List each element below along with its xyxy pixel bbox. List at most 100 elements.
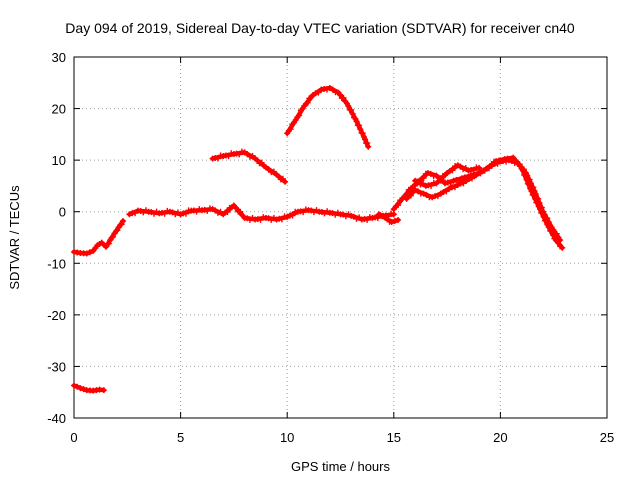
data-point (390, 211, 397, 218)
data-point (559, 244, 566, 251)
data-point (545, 219, 552, 226)
data-point (110, 233, 117, 240)
data-point (83, 250, 90, 257)
y-tick-label: 30 (52, 50, 66, 65)
data-point (459, 175, 466, 182)
data-point (388, 219, 395, 226)
data-point (530, 184, 537, 191)
data-point (450, 177, 457, 184)
data-point (449, 167, 456, 174)
x-tick-label: 10 (280, 430, 294, 445)
data-point (74, 383, 81, 390)
series-arc-peak (284, 84, 372, 150)
data-point (531, 188, 538, 195)
series-arc-dip (375, 211, 402, 226)
x-tick-label: 0 (70, 430, 77, 445)
data-point (544, 215, 551, 222)
data-point (428, 182, 435, 189)
data-point (532, 191, 539, 198)
data-point (477, 170, 484, 177)
data-point (359, 130, 366, 137)
data-point (114, 227, 121, 234)
data-point (100, 387, 107, 394)
data-point (304, 99, 311, 106)
data-point (470, 167, 477, 174)
data-point (395, 202, 402, 209)
data-point (535, 195, 542, 202)
data-point (468, 175, 475, 182)
y-axis-label: SDTVAR / TECUs (7, 185, 22, 290)
data-point (345, 102, 352, 109)
data-point (289, 212, 296, 219)
data-point (265, 166, 272, 173)
series-arc-early (71, 217, 127, 257)
data-point (412, 187, 419, 194)
y-tick-label: 10 (52, 153, 66, 168)
data-point (80, 386, 87, 393)
data-point (527, 180, 534, 187)
data-point (71, 382, 77, 389)
data-point (429, 194, 436, 201)
data-point (287, 126, 294, 133)
plot-frame (73, 56, 608, 419)
data-point (337, 91, 344, 98)
chart-title: Day 094 of 2019, Sidereal Day-to-day VTE… (65, 20, 575, 36)
data-point (443, 188, 450, 195)
data-point (105, 240, 112, 247)
series-arc-rise-b (403, 157, 564, 244)
data-point (365, 143, 372, 150)
x-tick-label: 20 (493, 430, 507, 445)
x-tick-label: 15 (387, 430, 401, 445)
data-point (407, 192, 414, 199)
data-series (71, 84, 566, 394)
data-point (520, 166, 527, 173)
data-point (516, 162, 523, 169)
data-point (437, 177, 444, 184)
series-arc-low-start (71, 382, 107, 394)
data-point (214, 155, 221, 162)
data-point (237, 208, 244, 215)
data-point (233, 205, 240, 212)
x-tick-label: 5 (177, 430, 184, 445)
data-point (356, 122, 363, 129)
data-point (349, 110, 356, 117)
data-point (126, 211, 133, 218)
x-axis-label: GPS time / hours (291, 459, 390, 474)
data-point (379, 213, 386, 220)
series-arc-main-flat (126, 202, 397, 223)
data-point (296, 112, 303, 119)
series-arc-upper-wiggle (412, 162, 483, 189)
data-point (118, 221, 125, 228)
data-point (224, 208, 231, 215)
data-point (486, 165, 493, 172)
data-point (524, 172, 531, 179)
data-point (424, 170, 431, 177)
data-point (557, 237, 564, 244)
data-point (362, 136, 369, 143)
y-tick-label: -40 (47, 411, 66, 426)
data-point (505, 157, 512, 164)
data-point (395, 216, 402, 223)
y-tick-label: -20 (47, 308, 66, 323)
data-point (541, 211, 548, 218)
data-point (357, 126, 364, 133)
x-tick-label: 25 (600, 430, 614, 445)
series-arc-mid-hump (209, 148, 289, 185)
data-point (441, 180, 448, 187)
data-point (391, 217, 398, 224)
data-point (270, 168, 277, 175)
data-point (340, 94, 347, 101)
data-point (77, 385, 84, 392)
data-point (353, 118, 360, 125)
data-point (275, 173, 282, 180)
data-point (553, 230, 560, 237)
data-point (86, 249, 93, 256)
data-point (476, 164, 483, 171)
data-point (446, 185, 453, 192)
data-point (420, 175, 427, 182)
data-point (348, 106, 355, 113)
data-point (278, 216, 285, 223)
data-point (500, 157, 507, 164)
axis-ticks: 0 5 10 15 20 25 -40 -30 -20 -10 0 10 20 30 (47, 50, 614, 445)
